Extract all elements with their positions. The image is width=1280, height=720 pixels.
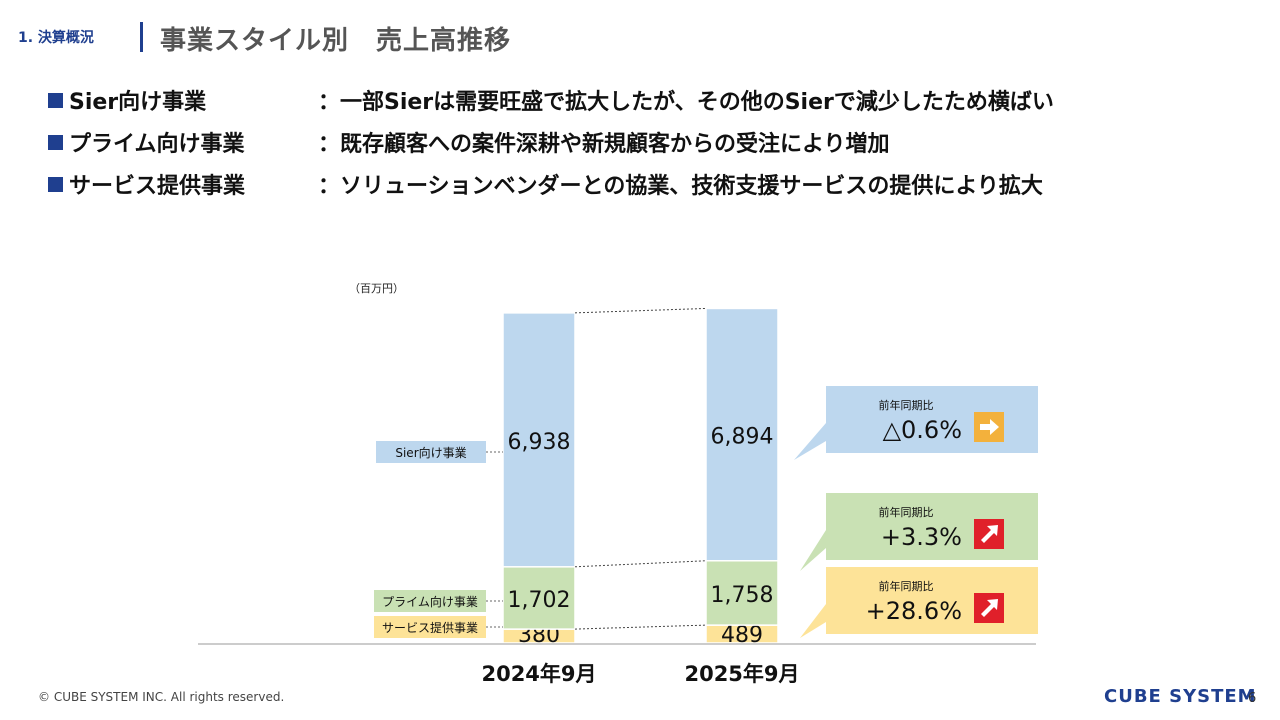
data-label: 6,894 [711, 425, 774, 450]
legend-swatch [376, 441, 486, 463]
unit-label: （百万円） [349, 282, 404, 295]
legend-label: サービス提供事業 [382, 620, 478, 635]
bullet-text: プライム向け事業 [69, 132, 245, 157]
brand-logo: CUBE SYSTEM [1104, 686, 1257, 707]
x-tick-label: 2024年9月 [481, 662, 596, 686]
legend-label: Sier向け事業 [395, 445, 466, 460]
copyright-text: © CUBE SYSTEM INC. All rights reserved. [38, 690, 285, 704]
legend-label: プライム向け事業 [382, 594, 478, 609]
change-value: +3.3% [881, 523, 962, 551]
change-value: +28.6% [866, 597, 962, 625]
connector-line [574, 560, 707, 568]
bullet-desc-sier: ：一部Sierは需要旺盛で拡大したが、その他のSierで減少したため横ばい [318, 90, 1054, 115]
legend-swatch [374, 616, 486, 638]
x-tick-label: 2025年9月 [684, 662, 799, 686]
data-label: 1,702 [508, 588, 571, 613]
bullet-text: Sier向け事業 [69, 90, 207, 115]
bullet-text: サービス提供事業 [69, 174, 246, 199]
bullet-label-service: サービス提供事業 [48, 168, 245, 200]
arrow-glyph [980, 419, 999, 435]
bar-segment [502, 312, 576, 568]
arrow-glyph [981, 599, 998, 617]
bullet-square-icon [48, 135, 63, 150]
page-title: 事業スタイル別 売上高推移 [160, 26, 512, 56]
arrow-glyph [981, 525, 998, 543]
bar-segment [705, 307, 779, 562]
section-label: 1. 決算概況 [18, 30, 94, 46]
bar-segment [705, 560, 779, 626]
bullet-square-icon [48, 93, 63, 108]
bullet-label-sier: Sier向け事業 [48, 84, 206, 116]
change-value: △0.6% [883, 416, 962, 444]
data-label: 1,758 [711, 583, 774, 608]
change-caption: 前年同期比 [879, 579, 934, 593]
connector-line [574, 307, 707, 314]
change-caption: 前年同期比 [879, 398, 934, 412]
legend-swatch [374, 590, 486, 612]
change-caption: 前年同期比 [879, 505, 934, 519]
bullet-desc-service: ：ソリューションベンダーとの協業、技術支援サービスの提供により拡大 [318, 174, 1043, 199]
bullet-square-icon [48, 177, 63, 192]
bullet-desc-prime: ：既存顧客への案件深耕や新規顧客からの受注により増加 [318, 132, 890, 157]
connector-line [574, 624, 707, 630]
page-number: 6 [1248, 691, 1257, 706]
title-separator [140, 22, 143, 52]
bullet-label-prime: プライム向け事業 [48, 126, 245, 158]
data-label: 6,938 [508, 430, 571, 455]
change-callout [800, 493, 1038, 571]
